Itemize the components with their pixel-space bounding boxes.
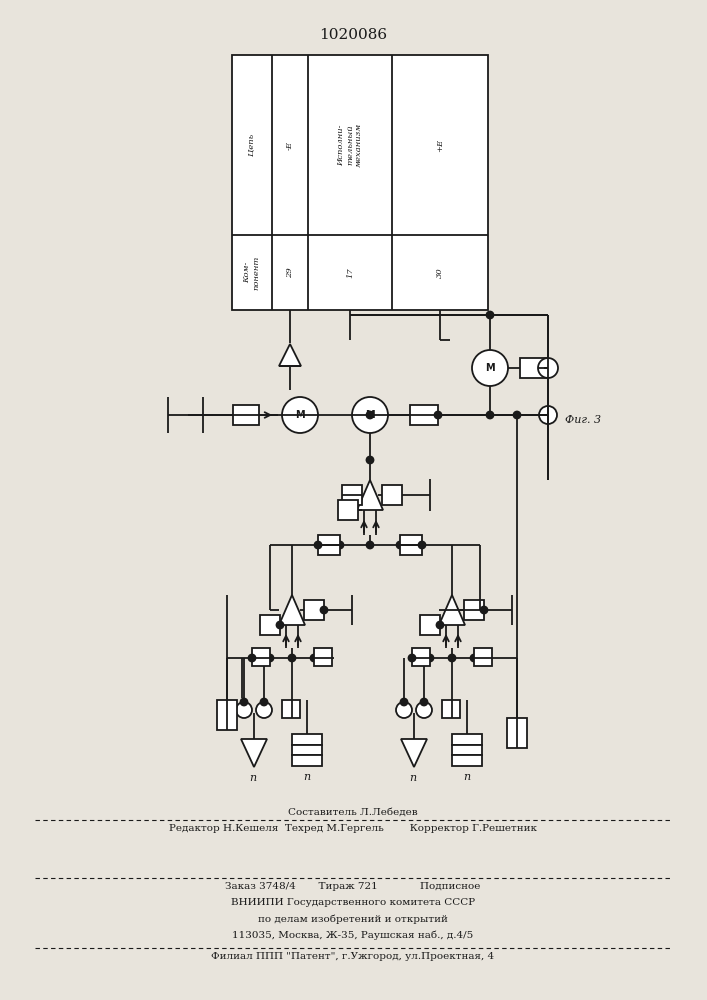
Circle shape [396, 702, 412, 718]
Bar [410, 405, 438, 425]
Circle shape [486, 312, 493, 318]
Polygon shape [241, 739, 267, 767]
Bar [474, 648, 492, 666]
Text: 113035, Москва, Ж-35, Раушская наб., д.4/5: 113035, Москва, Ж-35, Раушская наб., д.4… [233, 930, 474, 940]
Bar [400, 535, 422, 555]
Circle shape [538, 358, 558, 378]
Bar [252, 648, 270, 666]
Circle shape [320, 606, 327, 613]
Text: 30: 30 [436, 267, 444, 278]
Text: Филиал ППП "Патент", г.Ужгород, ул.Проектная, 4: Филиал ППП "Патент", г.Ужгород, ул.Проек… [211, 952, 495, 961]
Circle shape [486, 412, 493, 418]
Text: n: n [409, 773, 416, 783]
Circle shape [481, 606, 488, 613]
Bar [412, 648, 430, 666]
Circle shape [539, 406, 557, 424]
Circle shape [240, 698, 247, 706]
Circle shape [337, 542, 344, 548]
Circle shape [419, 542, 426, 548]
Bar [452, 745, 482, 755]
Text: 29: 29 [286, 267, 294, 278]
Circle shape [256, 702, 272, 718]
Circle shape [366, 542, 373, 548]
Bar [507, 718, 527, 748]
Circle shape [352, 397, 388, 433]
Circle shape [472, 350, 508, 386]
Text: по делам изобретений и открытий: по делам изобретений и открытий [258, 914, 448, 924]
Polygon shape [401, 739, 427, 767]
Circle shape [310, 654, 317, 662]
Bar [464, 600, 484, 620]
Circle shape [248, 654, 255, 662]
Bar [314, 648, 332, 666]
Circle shape [513, 412, 520, 418]
Polygon shape [279, 595, 305, 625]
Bar [520, 358, 548, 378]
Circle shape [426, 654, 433, 662]
Text: n: n [249, 773, 256, 783]
Circle shape [436, 621, 443, 629]
Circle shape [282, 397, 318, 433]
Text: Ком-
понент: Ком- понент [243, 255, 261, 290]
Bar [420, 615, 440, 635]
Text: Цепь: Цепь [248, 134, 256, 156]
Text: 1020086: 1020086 [319, 28, 387, 42]
Circle shape [409, 654, 416, 662]
Circle shape [544, 364, 551, 371]
Circle shape [397, 542, 404, 548]
Bar [260, 615, 280, 635]
Bar [304, 600, 324, 620]
Text: Редактор Н.Кешеля  Техред М.Гергель        Корректор Г.Решетник: Редактор Н.Кешеля Техред М.Гергель Корре… [169, 824, 537, 833]
Bar [217, 700, 237, 730]
Text: M: M [366, 410, 375, 420]
Text: Исполни-
тельный
механизм: Исполни- тельный механизм [337, 123, 363, 167]
Bar [232, 55, 488, 310]
Text: n: n [303, 772, 310, 782]
Bar [292, 755, 322, 766]
Bar [382, 485, 402, 505]
Bar [318, 535, 340, 555]
Text: n: n [463, 772, 471, 782]
Text: M: M [296, 410, 305, 420]
Text: ВНИИПИ Государственного комитета СССР: ВНИИПИ Государственного комитета СССР [231, 898, 475, 907]
Circle shape [448, 654, 455, 662]
Circle shape [470, 654, 477, 662]
Circle shape [366, 412, 373, 418]
Circle shape [421, 698, 428, 706]
Text: -E: -E [286, 140, 294, 149]
Circle shape [236, 702, 252, 718]
Bar [292, 745, 322, 755]
Circle shape [315, 542, 322, 548]
Bar [452, 734, 482, 745]
Circle shape [267, 654, 274, 662]
Circle shape [288, 654, 296, 662]
Text: +E: +E [436, 138, 444, 152]
Text: M: M [485, 363, 495, 373]
Circle shape [260, 698, 267, 706]
Bar [342, 485, 362, 505]
Polygon shape [279, 344, 301, 366]
Bar [233, 405, 259, 425]
Circle shape [416, 702, 432, 718]
Text: Заказ 3748/4       Тираж 721             Подписное: Заказ 3748/4 Тираж 721 Подписное [226, 882, 481, 891]
Polygon shape [357, 480, 383, 510]
Bar [338, 500, 358, 520]
Text: 17: 17 [346, 267, 354, 278]
Circle shape [400, 698, 407, 706]
Bar [442, 700, 460, 718]
Text: Фиг. 3: Фиг. 3 [565, 415, 601, 425]
Bar [292, 734, 322, 745]
Circle shape [276, 621, 284, 629]
Circle shape [366, 456, 373, 464]
Bar [452, 755, 482, 766]
Polygon shape [439, 595, 465, 625]
Circle shape [435, 412, 441, 418]
Text: Составитель Л.Лебедев: Составитель Л.Лебедев [288, 808, 418, 817]
Bar [282, 700, 300, 718]
